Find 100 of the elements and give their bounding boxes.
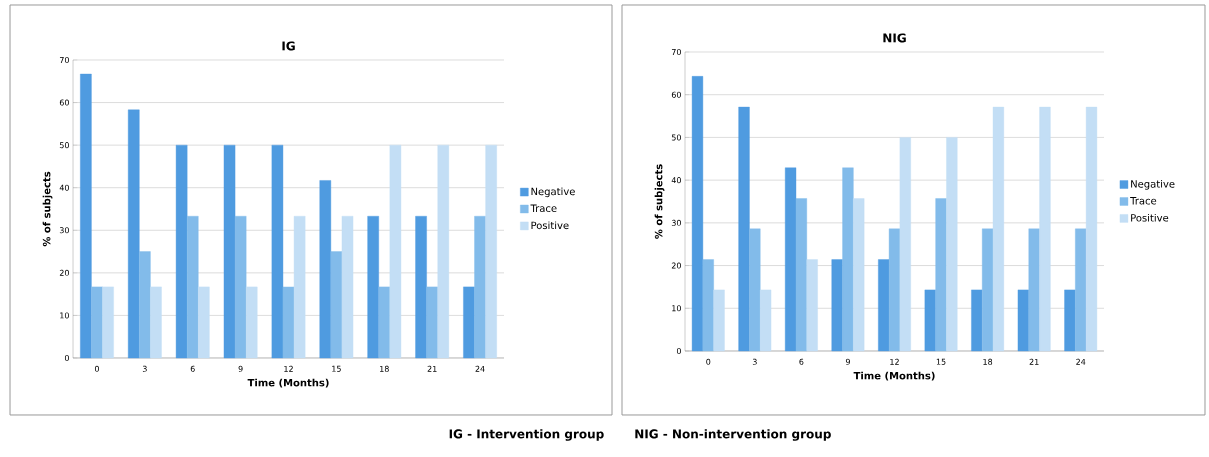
- bar: [935, 198, 947, 352]
- bar: [831, 259, 843, 352]
- legend-label: Negative: [531, 187, 575, 198]
- bar: [702, 259, 714, 352]
- bar: [389, 144, 402, 359]
- x-tick-label: 0: [706, 358, 711, 365]
- bar: [878, 259, 890, 352]
- bar: [80, 73, 92, 359]
- y-tick-label: 10: [672, 305, 681, 312]
- bar: [1028, 228, 1040, 352]
- x-tick-label: 3: [752, 358, 757, 365]
- bar: [341, 216, 354, 359]
- bar: [367, 216, 379, 359]
- y-tick-label: 60: [671, 91, 681, 98]
- y-tick-label: 30: [671, 219, 681, 226]
- x-tick-label: 9: [238, 365, 243, 372]
- bar: [245, 286, 258, 359]
- x-tick-label: 15: [332, 365, 341, 372]
- x-tick-label: 9: [845, 358, 850, 365]
- bar: [198, 286, 210, 359]
- bar: [784, 167, 797, 352]
- legend-label: Positive: [1131, 213, 1169, 222]
- x-axis-title: Time (Months): [853, 371, 935, 381]
- bar: [853, 198, 865, 352]
- bar: [982, 228, 994, 352]
- x-tick-label: 12: [890, 358, 899, 365]
- text: NIG - Non-intervention group: [635, 429, 831, 441]
- bar: [842, 167, 854, 352]
- bar: [474, 216, 486, 359]
- text: IG - Intervention group: [449, 429, 604, 441]
- bar: [924, 289, 936, 352]
- bar: [127, 109, 140, 359]
- y-tick-label: 20: [59, 269, 69, 276]
- chart-title: IG: [282, 41, 295, 51]
- bar: [485, 144, 497, 359]
- y-tick-label: 70: [59, 56, 69, 64]
- bar: [795, 198, 807, 352]
- bar: [234, 216, 247, 359]
- bar: [946, 137, 958, 352]
- legend-label: Trace: [1130, 197, 1157, 205]
- legend-label: Negative: [1131, 179, 1175, 190]
- bar: [282, 286, 295, 359]
- chart-title: NIG: [883, 33, 906, 43]
- bar: [1039, 106, 1051, 352]
- bar: [738, 106, 750, 352]
- y-tick-label: 40: [671, 177, 681, 184]
- x-tick-label: 15: [936, 358, 946, 365]
- x-tick-label: 21: [1029, 358, 1039, 365]
- bar: [91, 286, 103, 359]
- bar: [426, 286, 438, 359]
- bar: [760, 289, 772, 352]
- y-axis-title: % of subjects: [654, 164, 665, 239]
- x-tick-label: 6: [799, 358, 804, 365]
- bar: [806, 259, 818, 352]
- y-axis-title: % of subjects: [42, 171, 53, 247]
- legend-label: Positive: [531, 221, 569, 230]
- bar: [102, 286, 114, 359]
- bar: [330, 251, 343, 359]
- y-tick-label: 70: [671, 48, 681, 56]
- bar: [888, 228, 901, 352]
- bar: [1075, 228, 1087, 352]
- bar: [713, 289, 725, 352]
- x-tick-label: 24: [1076, 358, 1086, 365]
- x-axis-title: Time (Months): [247, 378, 329, 388]
- bar: [150, 286, 162, 359]
- x-tick-label: 18: [380, 365, 389, 372]
- bar: [293, 216, 306, 359]
- bar: [971, 289, 983, 352]
- bar: [139, 251, 151, 359]
- x-tick-label: 21: [427, 365, 437, 372]
- bar: [992, 106, 1005, 352]
- bar: [319, 180, 332, 359]
- bar: [271, 144, 284, 359]
- bar: [415, 216, 427, 359]
- bar: [1064, 289, 1076, 352]
- bar: [186, 216, 199, 359]
- x-tick-label: 24: [475, 365, 485, 372]
- x-tick-label: 12: [284, 365, 293, 372]
- y-tick-label: 0: [676, 347, 681, 355]
- bar: [378, 286, 391, 359]
- legend-label: Trace: [530, 204, 557, 213]
- y-tick-label: 40: [59, 184, 69, 191]
- x-tick-label: 18: [983, 358, 993, 365]
- y-tick-label: 50: [59, 142, 69, 149]
- bar: [223, 144, 236, 359]
- bar: [175, 144, 188, 359]
- y-tick-label: 20: [671, 262, 681, 269]
- y-tick-label: 30: [59, 227, 69, 234]
- x-tick-label: 3: [142, 365, 147, 372]
- x-tick-label: 6: [190, 365, 195, 372]
- bar: [1017, 289, 1029, 352]
- bar: [437, 144, 450, 359]
- bar: [899, 137, 911, 352]
- bar: [749, 228, 761, 352]
- y-tick-label: 10: [60, 312, 69, 319]
- y-tick-label: 60: [59, 99, 69, 106]
- x-tick-label: 0: [94, 365, 99, 372]
- bar: [1085, 106, 1098, 352]
- y-tick-label: 50: [671, 134, 681, 141]
- bar: [691, 76, 704, 352]
